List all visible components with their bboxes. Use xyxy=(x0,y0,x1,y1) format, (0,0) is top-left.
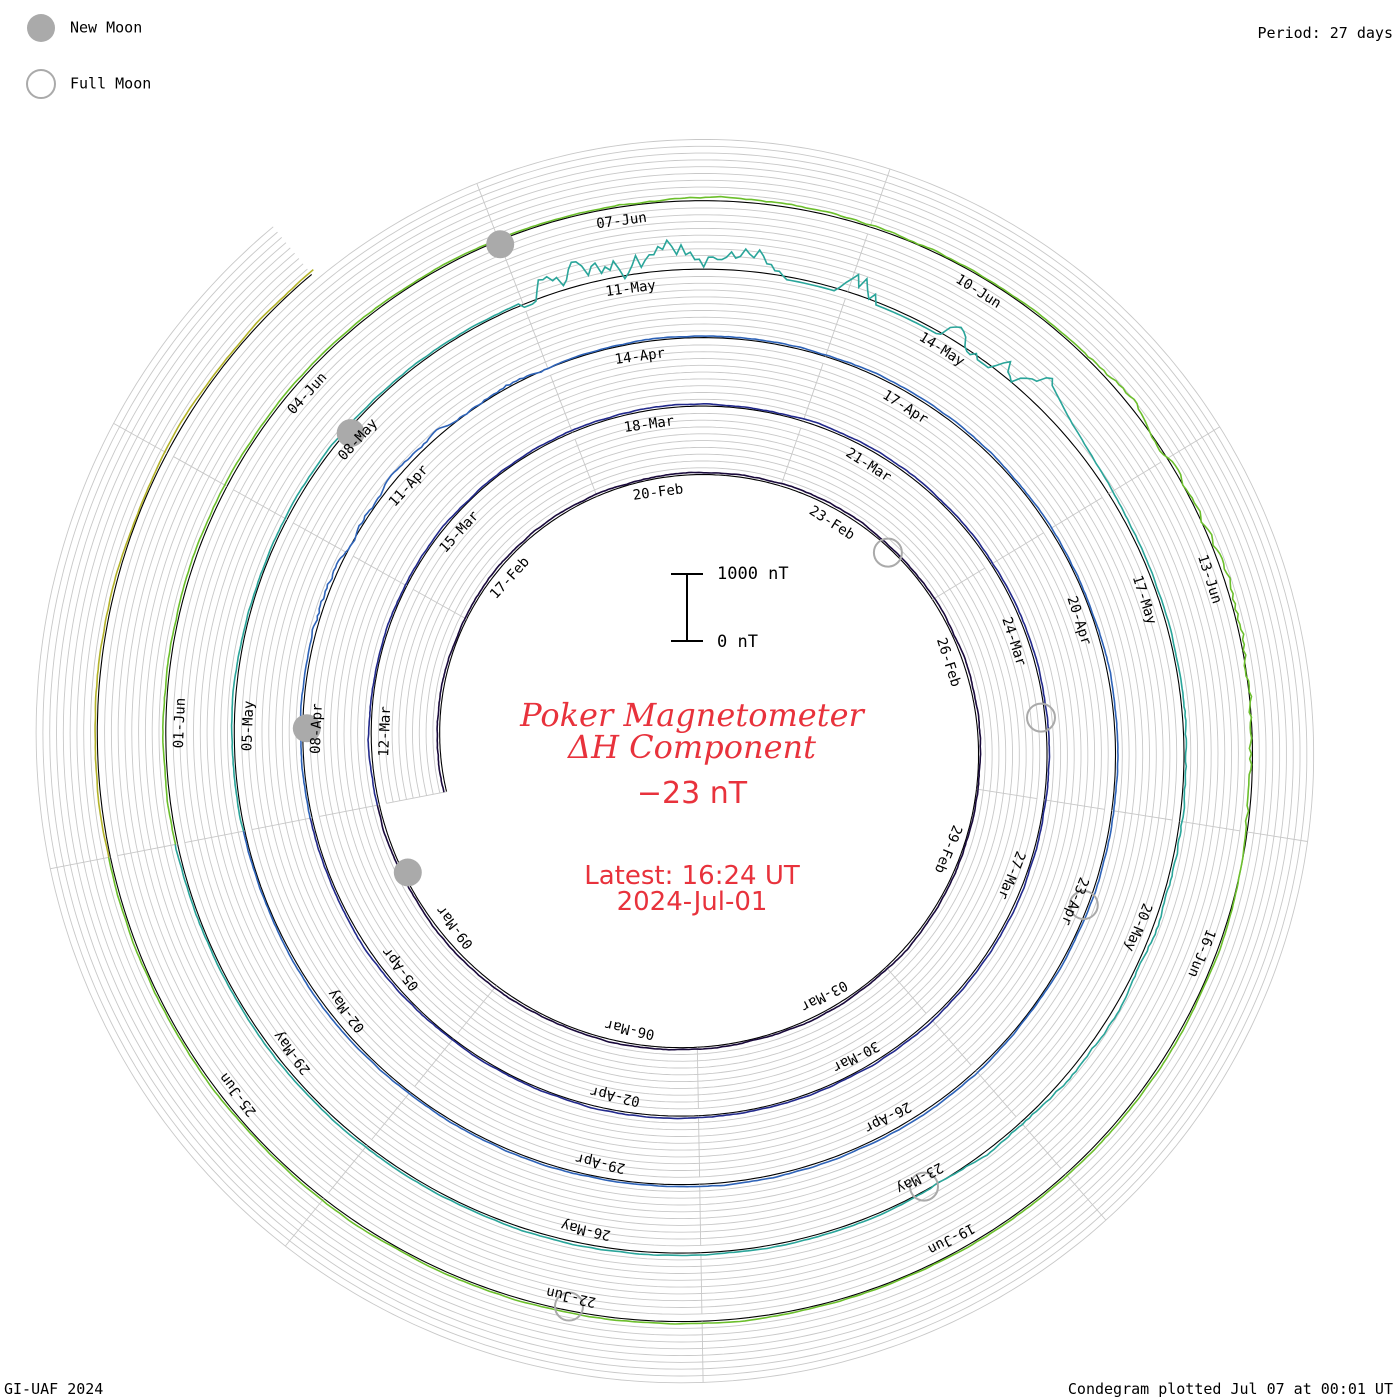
spiral-gridline xyxy=(35,139,1315,1384)
new-moon-marker xyxy=(486,230,515,259)
date-label: 17-Apr xyxy=(879,387,930,428)
date-label: 14-May xyxy=(916,329,967,370)
spiral-gridline xyxy=(49,152,1301,1370)
date-label: 10-Jun xyxy=(953,271,1004,312)
date-label: 17-Feb xyxy=(487,554,533,602)
series-trace xyxy=(107,195,1253,1325)
date-label: 02-May xyxy=(325,986,369,1036)
spiral-spoke xyxy=(932,426,1220,600)
date-label: 14-Apr xyxy=(614,345,666,368)
chart-title-line1: Poker Magnetometer xyxy=(519,696,865,734)
moon-markers xyxy=(292,230,1099,1322)
date-label: 20-Feb xyxy=(632,481,684,504)
spiral-spoke xyxy=(476,183,598,497)
spiral-grid xyxy=(35,139,1315,1384)
date-label: 12-Mar xyxy=(376,706,394,757)
full-moon-marker xyxy=(909,1171,939,1202)
spiral-spoke xyxy=(976,788,1308,842)
series-trace xyxy=(309,403,1051,1120)
date-label: 15-Mar xyxy=(436,508,482,556)
scale-top-label: 1000 nT xyxy=(717,564,789,584)
date-label: 26-May xyxy=(559,1217,612,1243)
date-label: 23-Feb xyxy=(806,503,857,544)
date-label: 05-May xyxy=(239,700,257,751)
spiral-spoke xyxy=(50,791,447,870)
date-label: 08-Apr xyxy=(308,703,326,754)
latest-time: Latest: 16:24 UT xyxy=(584,861,800,891)
current-value: −23 nT xyxy=(637,776,748,811)
full-moon-marker xyxy=(872,537,903,568)
spiral-spoke xyxy=(696,1047,704,1383)
chart-title-line2: ΔH Component xyxy=(566,728,816,766)
spiral-gridline xyxy=(69,173,1281,1350)
full-moon-legend-icon xyxy=(26,69,56,99)
spiral-spoke xyxy=(285,985,497,1247)
series-trace xyxy=(174,238,1188,1257)
footer-left: GI-UAF 2024 xyxy=(4,1380,103,1398)
spiral-gridline xyxy=(62,166,1287,1357)
spiral-spoke xyxy=(113,423,467,620)
new-moon-marker xyxy=(393,858,422,887)
spiral-baseline xyxy=(96,200,1253,1323)
spiral-spoke xyxy=(885,966,1107,1221)
spiral-gridline xyxy=(76,179,1274,1343)
series-trace xyxy=(94,268,314,858)
footer-right: Condegram plotted Jul 07 at 00:01 UT xyxy=(1068,1380,1393,1398)
date-label: 11-Apr xyxy=(386,462,432,510)
date-label: 07-Jun xyxy=(595,210,647,233)
full-moon-marker xyxy=(1026,702,1056,733)
spiral-gridline xyxy=(83,186,1267,1336)
new-moon-legend-icon xyxy=(27,14,55,42)
series-trace xyxy=(376,471,982,1051)
date-label: 01-Jun xyxy=(171,698,189,749)
date-label: 11-May xyxy=(605,277,657,300)
date-label: 29-Apr xyxy=(574,1150,627,1176)
new-moon-marker xyxy=(292,714,321,743)
date-label: 06-Mar xyxy=(603,1016,656,1042)
full-moon-legend-label: Full Moon xyxy=(70,75,151,93)
latest-date: 2024-Jul-01 xyxy=(617,887,768,917)
title-block: Poker Magnetometer ΔH Component −23 nT L… xyxy=(519,696,865,917)
spiral-spoke xyxy=(780,169,891,487)
date-label: 22-Jun xyxy=(545,1284,598,1310)
date-label: 27-Mar xyxy=(994,849,1028,902)
series-trace xyxy=(242,335,1119,1188)
new-moon-legend-label: New Moon xyxy=(70,19,142,37)
date-label: 04-Jun xyxy=(285,370,331,418)
scale-bottom-label: 0 nT xyxy=(717,632,758,652)
spiral-gridline xyxy=(56,159,1294,1363)
date-label: 29-May xyxy=(271,1028,315,1078)
period-label: Period: 27 days xyxy=(1258,24,1393,42)
date-label: 05-Apr xyxy=(379,944,423,994)
date-label: 25-Jun xyxy=(216,1069,260,1119)
date-label: 09-Mar xyxy=(433,902,477,952)
new-moon-marker xyxy=(336,419,365,448)
date-label: 18-Mar xyxy=(623,413,675,436)
date-label: 29-Feb xyxy=(931,823,965,876)
legend: New Moon Full Moon xyxy=(26,14,151,99)
date-label: 02-Apr xyxy=(589,1083,642,1109)
spiral-gridline xyxy=(90,193,1260,1329)
full-moon-marker xyxy=(554,1291,584,1322)
date-label: 16-Jun xyxy=(1184,927,1218,980)
date-label: 21-Mar xyxy=(843,445,894,486)
spiral-traces xyxy=(94,195,1253,1325)
spiral-gridline xyxy=(42,145,1308,1377)
scale-bar: 1000 nT 0 nT xyxy=(671,564,789,652)
full-moon-marker xyxy=(1068,890,1099,920)
date-label: 13-Jun xyxy=(1194,553,1225,606)
date-label: 20-Apr xyxy=(1063,594,1094,647)
